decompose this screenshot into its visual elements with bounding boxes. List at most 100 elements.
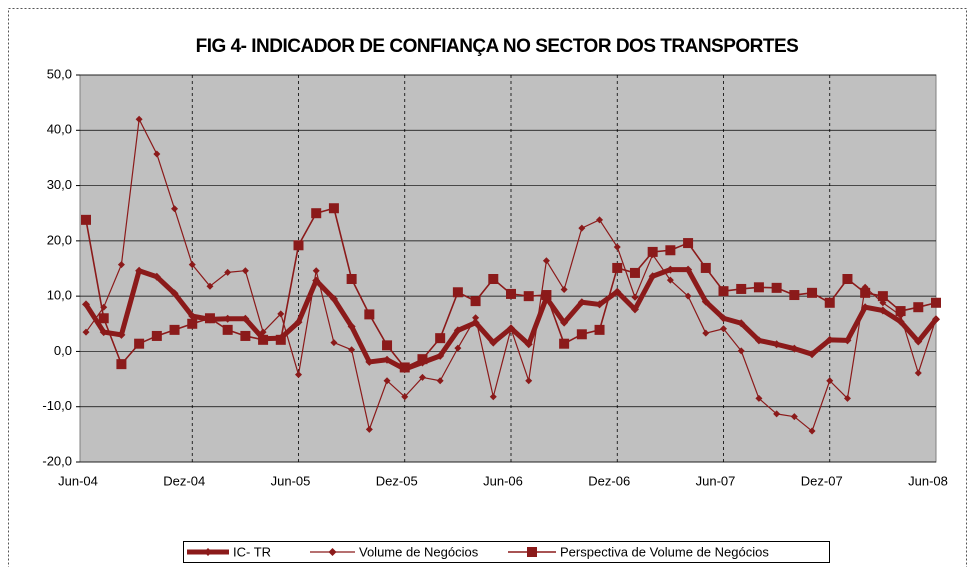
marker-diamond — [754, 336, 763, 345]
marker-diamond — [312, 267, 320, 275]
y-tick-label: 40,0 — [47, 122, 72, 137]
marker-square — [629, 267, 640, 278]
marker-diamond — [790, 344, 799, 353]
marker-diamond — [560, 286, 568, 294]
marker-diamond — [400, 365, 409, 374]
marker-diamond — [347, 322, 356, 331]
marker-diamond — [206, 282, 214, 290]
marker-diamond — [542, 293, 551, 302]
marker-diamond — [542, 257, 550, 265]
marker-square — [382, 340, 393, 351]
marker-diamond — [578, 224, 586, 232]
x-tick-label: Dez-07 — [801, 473, 843, 488]
marker-diamond — [613, 287, 622, 296]
legend-box — [183, 541, 830, 563]
marker-square — [931, 297, 941, 308]
marker-diamond — [666, 276, 674, 284]
legend-label: Volume de Negócios — [359, 544, 479, 559]
marker-diamond — [560, 318, 569, 327]
marker-diamond — [897, 311, 905, 319]
y-tick-label: -10,0 — [42, 398, 72, 413]
marker-diamond — [737, 347, 745, 355]
marker-diamond — [153, 150, 161, 158]
marker-square — [576, 329, 587, 340]
marker-diamond — [596, 216, 604, 224]
marker-square — [222, 324, 233, 335]
marker-diamond — [204, 548, 212, 556]
marker-square — [169, 324, 180, 335]
marker-diamond — [702, 329, 710, 337]
marker-square — [81, 214, 91, 225]
marker-diamond — [276, 334, 285, 343]
marker-square — [842, 274, 853, 285]
marker-diamond — [312, 276, 321, 285]
marker-square — [187, 318, 198, 329]
marker-diamond — [577, 298, 586, 307]
x-tick-label: Jun-08 — [908, 473, 948, 488]
marker-diamond — [188, 312, 197, 321]
marker-diamond — [649, 251, 657, 259]
marker-diamond — [99, 328, 108, 337]
marker-square — [293, 240, 304, 251]
marker-square — [860, 287, 871, 298]
marker-diamond — [436, 351, 445, 360]
marker-diamond — [82, 300, 90, 309]
marker-diamond — [684, 292, 692, 300]
marker-diamond — [328, 548, 337, 556]
marker-diamond — [454, 344, 462, 352]
marker-diamond — [826, 377, 834, 385]
marker-diamond — [436, 377, 444, 385]
marker-diamond — [365, 425, 373, 433]
marker-square — [612, 262, 623, 273]
marker-square — [346, 274, 357, 285]
marker-diamond — [188, 261, 196, 269]
legend-label: IC- TR — [233, 544, 271, 559]
marker-square — [134, 338, 145, 349]
marker-diamond — [878, 306, 887, 315]
marker-diamond — [631, 293, 639, 301]
marker-diamond — [914, 369, 922, 377]
x-tick-label: Jun-07 — [696, 473, 736, 488]
marker-diamond — [348, 346, 356, 354]
marker-diamond — [507, 324, 515, 333]
marker-square — [559, 338, 570, 349]
marker-diamond — [401, 393, 409, 401]
marker-square — [328, 203, 339, 214]
marker-diamond — [595, 300, 604, 309]
y-tick-label: 30,0 — [47, 177, 72, 192]
marker-diamond — [453, 326, 462, 335]
marker-square — [718, 286, 729, 297]
marker-square — [824, 297, 835, 308]
marker-diamond — [808, 427, 816, 435]
marker-square — [435, 333, 446, 344]
marker-square — [470, 296, 481, 307]
marker-diamond — [135, 266, 144, 275]
marker-square — [506, 288, 516, 299]
x-tick-label: Jun-04 — [58, 473, 98, 488]
marker-square — [683, 238, 694, 249]
marker-square — [789, 290, 800, 301]
x-tick-label: Dez-05 — [376, 473, 418, 488]
y-tick-label: 10,0 — [47, 288, 72, 303]
marker-square — [311, 208, 322, 219]
marker-diamond — [418, 358, 427, 367]
marker-square — [240, 330, 251, 341]
marker-diamond — [135, 115, 143, 123]
marker-square — [700, 262, 711, 273]
marker-square — [488, 274, 499, 285]
marker-diamond — [259, 334, 268, 343]
marker-diamond — [896, 317, 905, 326]
marker-diamond — [772, 340, 781, 349]
marker-diamond — [100, 303, 108, 311]
marker-diamond — [418, 373, 426, 381]
marker-diamond — [489, 338, 498, 347]
marker-diamond — [666, 265, 675, 274]
marker-diamond — [737, 319, 746, 328]
marker-diamond — [277, 310, 285, 318]
marker-diamond — [879, 299, 887, 307]
marker-square — [753, 282, 764, 293]
marker-square — [736, 283, 747, 294]
marker-diamond — [117, 330, 126, 339]
y-tick-label: 20,0 — [47, 232, 72, 247]
marker-diamond — [224, 268, 232, 276]
